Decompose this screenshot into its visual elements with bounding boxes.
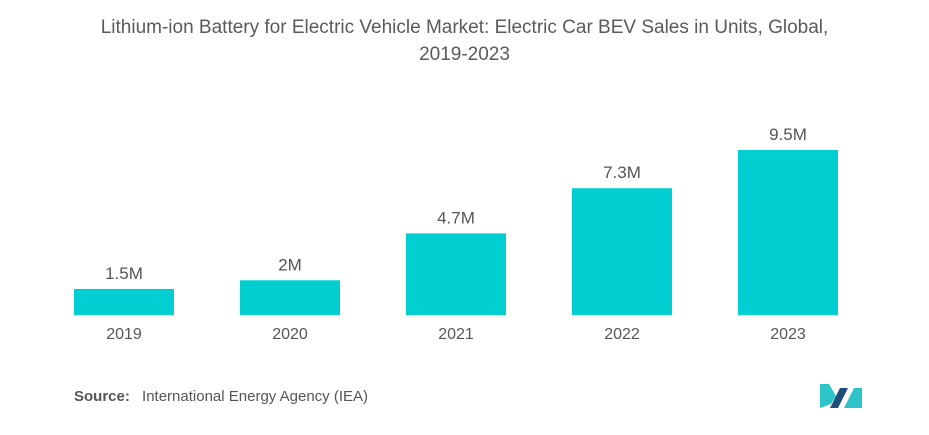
logo-shape-middle [830, 388, 848, 408]
bar-2019 [74, 288, 174, 315]
source-note: Source: International Energy Agency (IEA… [74, 388, 368, 405]
bar-2021 [406, 233, 506, 315]
chart-title: Lithium-ion Battery for Electric Vehicle… [0, 14, 929, 68]
bar-2022 [572, 188, 672, 315]
logo-shape-right [844, 388, 862, 408]
x-tick-label-2022: 2022 [604, 326, 640, 343]
data-label-2020: 2M [278, 255, 302, 274]
data-label-2023: 9.5M [769, 125, 807, 144]
chart-title-line-1: Lithium-ion Battery for Electric Vehicle… [100, 17, 829, 38]
data-label-2022: 7.3M [603, 163, 641, 182]
logo-shape-left [820, 384, 836, 408]
chart-title-line-2: 2019-2023 [419, 44, 510, 65]
x-tick-label-2021: 2021 [438, 326, 474, 343]
mordor-intelligence-logo-icon [820, 384, 862, 408]
x-tick-label-2019: 2019 [106, 326, 142, 343]
bar-2020 [240, 280, 340, 315]
source-text: International Energy Agency (IEA) [142, 388, 368, 405]
data-label-2021: 4.7M [437, 208, 475, 227]
bar-2023 [738, 150, 838, 315]
source-label: Source: [74, 388, 130, 405]
x-tick-label-2023: 2023 [770, 326, 806, 343]
x-tick-label-2020: 2020 [272, 326, 308, 343]
data-label-2019: 1.5M [105, 264, 143, 283]
